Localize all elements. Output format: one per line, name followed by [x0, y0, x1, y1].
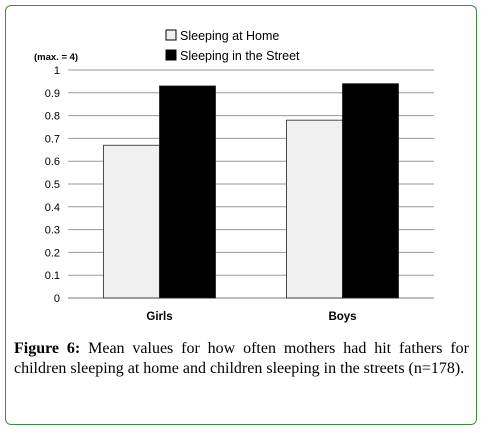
legend: Sleeping at Home Sleeping in the Street — [165, 29, 300, 63]
caption-label: Figure 6: — [14, 340, 81, 357]
legend-label-home: Sleeping at Home — [180, 29, 279, 43]
legend-swatch-home — [165, 29, 177, 41]
x-axis-ticks: Girls Boys — [146, 311, 356, 323]
legend-label-street: Sleeping in the Street — [180, 49, 300, 63]
x-tick-label: Boys — [328, 311, 356, 323]
bar-chart: Sleeping at Home Sleeping in the Street … — [34, 29, 434, 323]
bars — [103, 83, 399, 299]
y-tick-label: 0.6 — [45, 156, 60, 168]
bar-street-girls — [159, 85, 216, 299]
x-tick-label: Girls — [146, 311, 172, 323]
bar-street-boys — [342, 83, 399, 299]
y-tick-label: 0.1 — [45, 270, 60, 282]
y-tick-label: 0 — [54, 293, 60, 305]
y-tick-label: 0.3 — [45, 225, 60, 237]
bar-home-girls — [103, 144, 160, 299]
y-tick-label: 0.9 — [45, 88, 60, 100]
figure-caption: Figure 6: Mean values for how often moth… — [14, 339, 469, 379]
y-tick-label: 1 — [54, 65, 60, 77]
y-tick-label: 0.7 — [45, 133, 60, 145]
scale-note: (max. = 4) — [34, 52, 78, 63]
legend-swatch-street — [165, 49, 177, 61]
y-axis-ticks: 0 0.1 0.2 0.3 0.4 0.5 0.6 0.7 0.8 0.9 1 — [45, 65, 60, 305]
caption-text: Mean values for how often mothers had hi… — [14, 340, 470, 377]
y-tick-label: 0.4 — [45, 202, 60, 214]
y-tick-label: 0.2 — [45, 247, 60, 259]
bar-home-boys — [286, 119, 343, 299]
y-tick-label: 0.8 — [45, 111, 60, 123]
y-tick-label: 0.5 — [45, 179, 60, 191]
